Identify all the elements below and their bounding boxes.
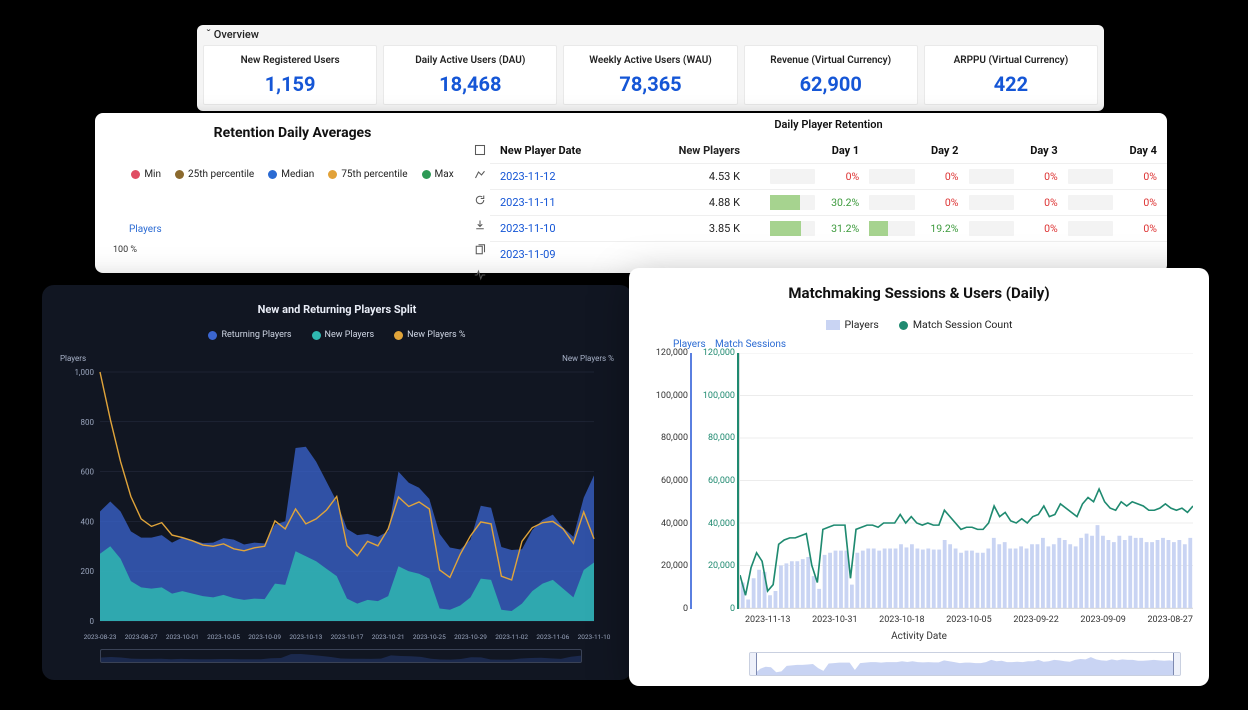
- retention-averages-title: Retention Daily Averages: [103, 125, 482, 141]
- x-tick-label: 2023-10-18: [879, 615, 924, 625]
- players-split-chart[interactable]: Players New Players % 02004006008001,000…: [62, 360, 612, 645]
- retention-date[interactable]: 2023-11-12: [490, 170, 640, 183]
- legend-item[interactable]: 75th percentile: [328, 169, 407, 180]
- x-tick-label: 2023-09-22: [1013, 615, 1058, 625]
- sessions-x-label: Activity Date: [645, 631, 1193, 642]
- svg-text:2023-11-06: 2023-11-06: [536, 633, 569, 641]
- overview-card-label: Daily Active Users (DAU): [415, 55, 525, 66]
- sessions-chart[interactable]: 120,000100,00080,00060,00040,00020,0000 …: [645, 353, 1193, 609]
- svg-text:2023-10-05: 2023-10-05: [207, 633, 240, 641]
- svg-text:2023-08-23: 2023-08-23: [84, 633, 117, 641]
- x-tick-label: 2023-08-27: [1147, 615, 1192, 625]
- overview-card-value: 78,365: [619, 72, 681, 96]
- legend-item[interactable]: New Players %: [394, 330, 465, 340]
- x-tick-label: 2023-11-13: [745, 615, 790, 625]
- legend-item[interactable]: Match Session Count: [899, 318, 1013, 331]
- x-tick-label: 2023-09-09: [1080, 615, 1125, 625]
- sessions-x-dates: 2023-11-13 2023-10-31 2023-10-18 2023-10-05…: [745, 615, 1193, 625]
- retention-averages-panel: Retention Daily Averages Min 25th percent…: [95, 113, 490, 273]
- retention-date[interactable]: 2023-11-11: [490, 196, 640, 209]
- players-split-minimap[interactable]: [100, 649, 582, 663]
- svg-text:600: 600: [81, 468, 95, 477]
- download-icon[interactable]: [474, 216, 486, 235]
- overview-card-label: ARPPU (Virtual Currency): [954, 55, 1069, 66]
- table-row[interactable]: 2023-11-12 4.53 K 0% 0% 0%: [490, 163, 1167, 189]
- sessions-title: Matchmaking Sessions & Users (Daily): [645, 284, 1193, 302]
- svg-text:2023-11-02: 2023-11-02: [495, 633, 528, 641]
- svg-text:2023-10-09: 2023-10-09: [248, 633, 281, 641]
- retention-new-players: 4.88 K: [640, 196, 770, 209]
- svg-text:2023-10-17: 2023-10-17: [331, 633, 364, 641]
- svg-text:2023-10-29: 2023-10-29: [454, 633, 487, 641]
- table-row[interactable]: 2023-11-10 3.85 K 31.2% 19.2% 0%: [490, 215, 1167, 241]
- overview-card-value: 18,468: [439, 72, 501, 96]
- legend-item[interactable]: New Players: [312, 330, 375, 340]
- overview-card-value: 62,900: [800, 72, 862, 96]
- table-row[interactable]: 2023-11-09: [490, 241, 1167, 267]
- svg-text:0: 0: [90, 617, 95, 626]
- overview-card[interactable]: Daily Active Users (DAU) 18,468: [383, 45, 557, 105]
- overview-cards: New Registered Users 1,159Daily Active U…: [203, 45, 1098, 105]
- svg-text:800: 800: [81, 418, 95, 427]
- overview-card[interactable]: Weekly Active Users (WAU) 78,365: [563, 45, 737, 105]
- table-row[interactable]: 2023-11-11 4.88 K 30.2% 0% 0%: [490, 189, 1167, 215]
- expand-icon[interactable]: [474, 141, 486, 160]
- svg-text:2023-10-21: 2023-10-21: [372, 633, 405, 641]
- sessions-y-axis-sessions: 120,000100,00080,00060,00040,00020,0000: [692, 353, 739, 609]
- retention-card: Retention Daily Averages Min 25th percent…: [95, 113, 1167, 273]
- retention-new-players: 4.53 K: [640, 170, 770, 183]
- svg-text:2023-10-13: 2023-10-13: [289, 633, 322, 641]
- svg-text:2023-10-25: 2023-10-25: [413, 633, 446, 641]
- annotate-icon[interactable]: [474, 166, 486, 185]
- players-split-card: New and Returning Players Split Returnin…: [42, 285, 632, 680]
- refresh-icon[interactable]: [474, 191, 486, 210]
- legend-item[interactable]: Returning Players: [208, 330, 291, 340]
- retention-table-title: Daily Player Retention: [490, 113, 1167, 137]
- retention-date[interactable]: 2023-11-09: [490, 248, 640, 261]
- retention-y-axis-label: Players: [129, 224, 162, 235]
- overview-card[interactable]: New Registered Users 1,159: [203, 45, 377, 105]
- overview-card-value: 422: [994, 72, 1028, 96]
- sessions-y-axis-players: 120,000100,00080,00060,00040,00020,0000: [645, 353, 692, 609]
- retention-y-tick: 100 %: [113, 245, 137, 255]
- sessions-legend: Players Match Session Count: [645, 318, 1193, 331]
- retention-table-panel: Daily Player Retention New Player DateNe…: [490, 113, 1167, 273]
- legend-item[interactable]: Min: [131, 169, 161, 180]
- svg-text:400: 400: [81, 517, 95, 526]
- legend-item[interactable]: Players: [826, 318, 879, 331]
- overview-panel: ˇ Overview New Registered Users 1,159Dai…: [197, 25, 1104, 111]
- legend-item[interactable]: Max: [422, 169, 454, 180]
- activity-icon[interactable]: [474, 266, 486, 285]
- sessions-minimap[interactable]: [749, 652, 1181, 676]
- overview-card-label: Weekly Active Users (WAU): [589, 55, 712, 66]
- retention-new-players: 3.85 K: [640, 222, 770, 235]
- x-tick-label: 2023-10-05: [946, 615, 991, 625]
- legend-item[interactable]: 25th percentile: [175, 169, 254, 180]
- minimap-handle-left[interactable]: [749, 652, 757, 676]
- chart-toolbar: [469, 141, 491, 285]
- retention-date[interactable]: 2023-11-10: [490, 222, 640, 235]
- players-split-legend: Returning Players New Players New Players …: [62, 330, 612, 340]
- x-tick-label: 2023-10-31: [812, 615, 857, 625]
- svg-text:1,000: 1,000: [74, 368, 94, 377]
- svg-text:2023-10-01: 2023-10-01: [166, 633, 199, 641]
- retention-table: New Player DateNew PlayersDay 1Day 2Day …: [490, 137, 1167, 273]
- minimap-handle-right[interactable]: [1173, 652, 1181, 676]
- overview-title[interactable]: ˇ Overview: [206, 28, 259, 41]
- overview-card-label: Revenue (Virtual Currency): [770, 55, 891, 66]
- svg-text:2023-08-27: 2023-08-27: [125, 633, 158, 641]
- sessions-card: Matchmaking Sessions & Users (Daily) Pla…: [629, 268, 1209, 686]
- copy-icon[interactable]: [474, 241, 486, 260]
- overview-card[interactable]: Revenue (Virtual Currency) 62,900: [744, 45, 918, 105]
- retention-legend: Min 25th percentile Median 75th percentile M…: [103, 169, 482, 180]
- players-split-title: New and Returning Players Split: [62, 303, 612, 316]
- legend-item[interactable]: Median: [268, 169, 314, 180]
- svg-text:200: 200: [81, 567, 95, 576]
- svg-text:2023-11-10: 2023-11-10: [578, 633, 611, 641]
- overview-card[interactable]: ARPPU (Virtual Currency) 422: [924, 45, 1098, 105]
- overview-card-label: New Registered Users: [241, 55, 340, 66]
- overview-card-value: 1,159: [265, 72, 316, 96]
